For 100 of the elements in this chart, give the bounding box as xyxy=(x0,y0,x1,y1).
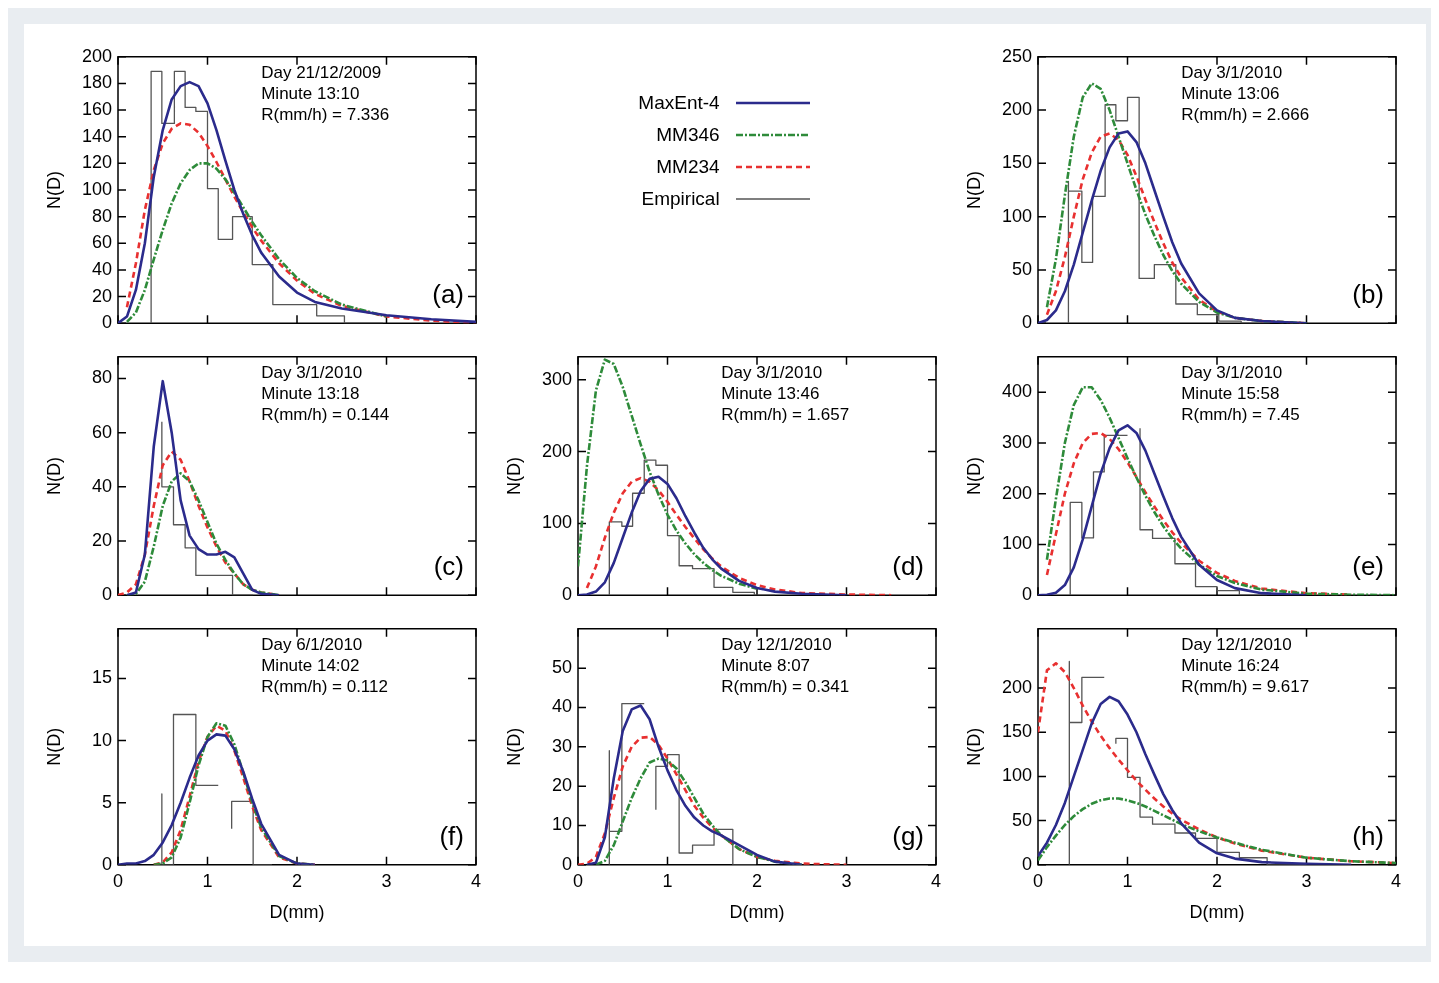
annotation: (b) xyxy=(1352,279,1384,310)
y-tick-label: 60 xyxy=(91,421,112,442)
y-tick-label: 100 xyxy=(541,512,572,533)
annotation: Day 3/1/2010 xyxy=(721,362,823,382)
annotation: Minute 13:18 xyxy=(261,383,360,403)
y-tick-label: 200 xyxy=(1001,676,1032,697)
annotation: R(mm/h) = 2.666 xyxy=(1181,104,1310,124)
annotation: R(mm/h) = 0.112 xyxy=(261,676,388,696)
y-tick-label: 15 xyxy=(91,667,112,688)
y-axis-title: N(D) xyxy=(43,457,64,495)
y-tick-label: 100 xyxy=(1001,765,1032,786)
y-tick-label: 50 xyxy=(551,657,572,678)
annotation: Day 3/1/2010 xyxy=(1181,62,1283,82)
legend-label: Empirical xyxy=(640,188,720,210)
x-tick-label: 3 xyxy=(381,870,392,891)
y-tick-label: 80 xyxy=(91,367,112,388)
y-axis-title: N(D) xyxy=(43,171,64,209)
x-tick-label: 2 xyxy=(751,870,763,891)
y-axis-title: N(D) xyxy=(503,457,524,495)
y-tick-label: 10 xyxy=(551,814,572,835)
y-axis-title: N(D) xyxy=(963,457,984,495)
y-tick-label: 20 xyxy=(91,529,112,550)
x-axis-title: D(mm) xyxy=(269,902,325,923)
y-tick-label: 150 xyxy=(1001,721,1032,742)
annotation: Day 21/12/2009 xyxy=(261,62,382,82)
y-tick-label: 180 xyxy=(81,72,112,93)
annotation: Minute 15:58 xyxy=(1181,383,1280,403)
line-series xyxy=(578,735,848,865)
annotation: Minute 16:24 xyxy=(1181,655,1280,675)
legend-label: MM234 xyxy=(655,156,720,178)
y-tick-label: 20 xyxy=(551,775,572,796)
x-tick-label: 3 xyxy=(1301,870,1312,891)
annotation: R(mm/h) = 7.45 xyxy=(1181,404,1300,424)
y-tick-label: 200 xyxy=(1001,482,1032,503)
x-tick-label: 1 xyxy=(202,870,213,891)
y-axis-title: N(D) xyxy=(43,727,64,766)
annotation: R(mm/h) = 9.617 xyxy=(1181,676,1310,696)
annotation: (g) xyxy=(892,820,924,851)
x-axis-title: D(mm) xyxy=(729,902,785,923)
line-series xyxy=(1038,797,1396,865)
annotation: R(mm/h) = 0.341 xyxy=(721,676,850,696)
legend-label: MM346 xyxy=(655,124,720,146)
y-tick-label: 0 xyxy=(1021,312,1032,333)
y-tick-label: 200 xyxy=(1001,99,1032,120)
y-tick-label: 250 xyxy=(1001,45,1032,66)
annotation: Minute 14:02 xyxy=(261,655,360,675)
y-tick-label: 0 xyxy=(101,853,112,874)
y-tick-label: 0 xyxy=(1021,584,1032,605)
x-tick-label: 2 xyxy=(291,870,303,891)
line-series xyxy=(125,162,388,324)
y-tick-label: 50 xyxy=(1011,809,1032,830)
x-axis-title: D(mm) xyxy=(1189,902,1245,923)
annotation: R(mm/h) = 7.336 xyxy=(261,104,390,124)
y-tick-label: 40 xyxy=(551,696,572,717)
y-tick-label: 10 xyxy=(91,729,112,750)
y-tick-label: 300 xyxy=(541,368,572,389)
y-tick-label: 140 xyxy=(81,125,112,146)
y-tick-label: 400 xyxy=(1001,381,1032,402)
annotation: Minute 13:10 xyxy=(261,83,360,103)
y-tick-label: 50 xyxy=(1011,258,1032,279)
y-axis-title: N(D) xyxy=(963,727,984,766)
y-axis-title: N(D) xyxy=(503,727,524,766)
annotation: R(mm/h) = 1.657 xyxy=(721,404,850,424)
y-tick-label: 0 xyxy=(101,312,112,333)
annotation: Day 3/1/2010 xyxy=(261,362,363,382)
y-tick-label: 0 xyxy=(1021,853,1032,874)
annotation: R(mm/h) = 0.144 xyxy=(261,404,390,424)
y-tick-label: 160 xyxy=(81,99,112,120)
y-tick-label: 100 xyxy=(81,178,112,199)
legend-label: MaxEnt-4 xyxy=(638,92,720,114)
y-tick-label: 0 xyxy=(561,584,572,605)
annotation: (c) xyxy=(433,551,464,582)
annotation: (a) xyxy=(432,279,464,310)
x-tick-label: 4 xyxy=(930,870,942,891)
annotation: Day 3/1/2010 xyxy=(1181,362,1283,382)
annotation: Minute 13:46 xyxy=(721,383,820,403)
line-series xyxy=(1045,385,1396,596)
y-tick-label: 20 xyxy=(91,285,112,306)
y-tick-label: 100 xyxy=(1001,205,1032,226)
x-tick-label: 1 xyxy=(662,870,673,891)
y-tick-label: 0 xyxy=(561,853,572,874)
annotation: Day 12/1/2010 xyxy=(1181,634,1292,654)
x-tick-label: 3 xyxy=(841,870,852,891)
y-tick-label: 30 xyxy=(551,735,572,756)
y-tick-label: 300 xyxy=(1001,432,1032,452)
y-tick-label: 200 xyxy=(541,440,572,461)
annotation: (f) xyxy=(439,820,464,851)
y-tick-label: 5 xyxy=(101,791,112,812)
y-tick-label: 0 xyxy=(101,584,112,605)
y-tick-label: 80 xyxy=(91,205,112,226)
x-tick-label: 2 xyxy=(1211,870,1223,891)
y-axis-title: N(D) xyxy=(963,171,984,209)
y-tick-label: 120 xyxy=(81,152,112,173)
y-tick-label: 150 xyxy=(1001,152,1032,173)
y-tick-label: 40 xyxy=(91,258,112,279)
x-tick-label: 4 xyxy=(470,870,482,891)
annotation: (e) xyxy=(1352,551,1384,582)
line-series xyxy=(585,476,893,596)
annotation: Day 6/1/2010 xyxy=(261,634,363,654)
y-tick-label: 200 xyxy=(81,45,112,66)
